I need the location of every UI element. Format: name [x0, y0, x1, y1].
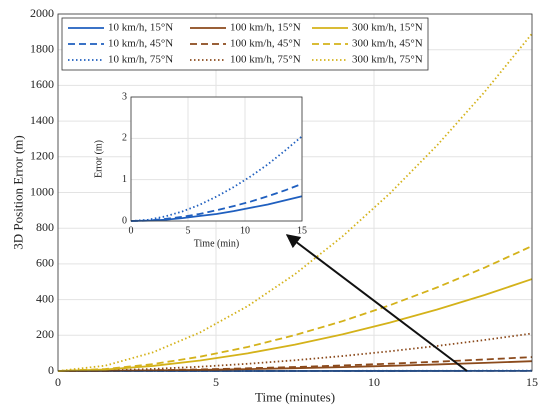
plot-frame — [57, 13, 533, 372]
series-line — [57, 332, 533, 372]
y-axis-label: Error (m) — [93, 140, 104, 178]
series-line — [57, 278, 533, 372]
x-tick-label: 5 — [186, 225, 191, 236]
legend-label: 10 km/h, 45°N — [108, 38, 173, 50]
y-tick-label: 1600 — [30, 77, 54, 91]
legend-label: 10 km/h, 75°N — [108, 54, 173, 66]
x-axis-label: Time (minutes) — [255, 390, 335, 405]
series-line — [130, 182, 303, 222]
y-tick-label: 0 — [48, 363, 54, 377]
y-tick-label: 600 — [36, 256, 54, 270]
plot-area — [131, 97, 302, 221]
x-tick-label: 0 — [129, 225, 134, 236]
y-tick-label: 1200 — [30, 149, 54, 163]
y-tick-label: 1 — [122, 174, 127, 185]
legend-box — [61, 17, 429, 71]
x-axis-label: Time (min) — [194, 238, 239, 249]
y-tick-label: 1800 — [30, 41, 54, 55]
y-tick-label: 800 — [36, 220, 54, 234]
x-tick-label: 0 — [55, 375, 61, 389]
y-tick-label: 1000 — [30, 184, 54, 198]
series-line — [57, 245, 533, 372]
y-tick-label: 2 — [122, 133, 127, 144]
x-tick-label: 15 — [297, 225, 307, 236]
legend-label: 300 km/h, 75°N — [352, 54, 423, 66]
inset-chart: 0 1 2 3 0 5 10 15 Time (min) Error (m) — [93, 91, 307, 249]
x-tick-label: 15 — [526, 375, 538, 389]
series-line — [130, 135, 303, 222]
y-tick-label: 0 — [122, 215, 127, 226]
x-tick-label: 5 — [213, 375, 219, 389]
legend-label: 100 km/h, 45°N — [230, 38, 301, 50]
zoom-arrow — [285, 234, 468, 372]
legend-label: 100 km/h, 15°N — [230, 22, 301, 34]
y-tick-label: 2000 — [30, 6, 54, 20]
y-tick-label: 3 — [122, 91, 127, 102]
series-line — [57, 33, 533, 372]
y-axis-label: 3D Position Error (m) — [11, 135, 26, 249]
y-tick-label: 1400 — [30, 113, 54, 127]
legend-label: 100 km/h, 75°N — [230, 54, 301, 66]
legend-label: 10 km/h, 15°N — [108, 22, 173, 34]
y-tick-label: 400 — [36, 291, 54, 305]
legend-label: 300 km/h, 45°N — [352, 38, 423, 50]
x-tick-label: 10 — [240, 225, 250, 236]
legend-label: 300 km/h, 15°N — [352, 22, 423, 34]
series-line — [57, 356, 533, 372]
x-tick-label: 10 — [368, 375, 380, 389]
plot-frame — [130, 96, 303, 222]
y-tick-label: 200 — [36, 327, 54, 341]
